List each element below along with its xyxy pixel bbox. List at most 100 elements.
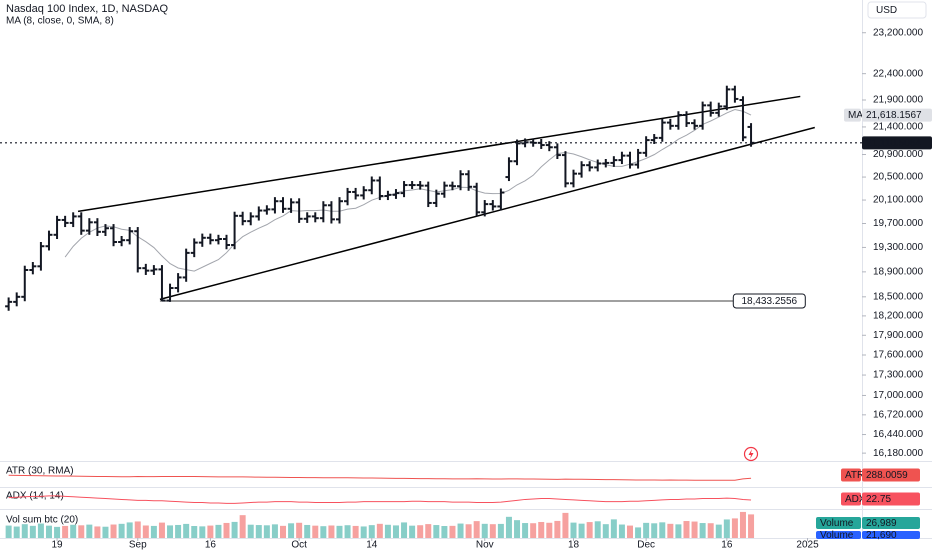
volume-bar — [207, 525, 214, 538]
ma-last-label: 21,618.1567 — [866, 110, 922, 121]
volume-bar — [683, 521, 690, 538]
ma-tag: MA — [848, 110, 863, 121]
volume-bar — [675, 524, 682, 538]
volume-bar — [578, 523, 585, 538]
alert-icon[interactable] — [743, 446, 759, 462]
y-tick-label: 17,900.000 — [873, 330, 923, 341]
y-tick-label: 20,500.000 — [873, 172, 923, 183]
volume-bar — [344, 525, 351, 538]
horizontal-line-label: 18,433.2556 — [741, 296, 797, 307]
volume-bar — [142, 525, 149, 538]
volume-bar — [239, 515, 246, 538]
x-tick-label: Dec — [637, 540, 655, 550]
moving-average — [64, 109, 752, 272]
volume-bar — [449, 525, 456, 538]
indicator-tag-box — [841, 468, 861, 482]
last-price-label-box — [862, 136, 932, 150]
y-tick-label: 23,200.000 — [873, 27, 923, 38]
volume-bar — [215, 524, 222, 538]
volume-bar — [368, 525, 375, 538]
volume-bar — [62, 525, 69, 538]
volume-bar — [263, 525, 270, 538]
volume-bar — [618, 524, 625, 538]
volume-bar — [296, 522, 303, 538]
volume-bar — [54, 526, 61, 538]
x-tick-label: Sep — [129, 540, 147, 550]
volume-last-label: 26,989 — [866, 518, 897, 529]
volume-bar — [691, 521, 698, 538]
indicator-line — [8, 474, 752, 481]
x-tick-label: 19 — [51, 540, 63, 550]
volume-bar — [29, 525, 36, 538]
volume-bar — [134, 521, 141, 538]
volume-bar — [602, 524, 609, 538]
volume-bar — [191, 526, 198, 538]
y-tick-label: 18,900.000 — [873, 267, 923, 278]
volume-tag-box — [816, 517, 861, 529]
volume-bar — [167, 525, 174, 538]
currency: USD — [876, 5, 897, 16]
volume-bar — [417, 525, 424, 538]
volume-bar — [425, 524, 432, 538]
volume-bar — [384, 524, 391, 538]
volume-bar — [530, 523, 537, 538]
volume-bar — [481, 523, 488, 538]
volume-bar — [643, 522, 650, 538]
y-tick-label: 22,400.000 — [873, 68, 923, 79]
currency-box[interactable] — [867, 1, 927, 19]
x-tick-label: 16 — [205, 540, 217, 550]
volume-bar — [231, 521, 238, 538]
x-tick-label: Oct — [291, 540, 307, 550]
y-tick-label: 20,900.000 — [873, 149, 923, 160]
volume-bar — [21, 524, 28, 538]
last-price-label: 21,110.5064 — [866, 138, 921, 149]
volume-ma-label: 21,690 — [866, 530, 897, 541]
volume-bar — [223, 522, 230, 538]
volume-bar — [320, 526, 327, 538]
volume-bar — [255, 525, 262, 538]
volume-bar — [271, 524, 278, 538]
y-tick-label: 17,600.000 — [873, 350, 923, 361]
volume-bar — [538, 521, 545, 538]
volume-bar — [707, 523, 714, 538]
volume-bar — [522, 523, 529, 538]
volume-tag: Volume — [820, 518, 854, 529]
volume-bar — [465, 524, 472, 538]
volume-bar — [473, 521, 480, 538]
volume-bar — [45, 525, 52, 538]
ma-tag-box — [844, 108, 861, 122]
y-tick-label: 21,900.000 — [873, 95, 923, 106]
horizontal-line-label-box — [732, 293, 806, 309]
volume-bar — [150, 525, 157, 538]
indicator-name: MA (8, close, 0, SMA, 8) — [6, 16, 114, 27]
y-tick-label: 19,700.000 — [873, 218, 923, 229]
y-tick-label: 19,300.000 — [873, 242, 923, 253]
volume-bar — [715, 524, 722, 538]
chart-title: Nasdaq 100 Index, 1D, NASDAQ — [6, 3, 168, 15]
y-tick-label: 17,300.000 — [873, 370, 923, 381]
volume-bar — [5, 525, 12, 538]
volume-bar — [651, 523, 658, 538]
y-tick-label: 21,400.000 — [873, 122, 923, 133]
volume-bar — [392, 525, 399, 538]
volume-last-label-box — [862, 517, 920, 529]
y-tick-label: 16,180.000 — [873, 448, 923, 459]
indicator-line — [8, 495, 752, 504]
indicator-last-value: 288.0059 — [866, 470, 908, 481]
volume-bar — [13, 526, 20, 538]
volume-bar — [562, 512, 569, 538]
volume-bar — [360, 526, 367, 538]
ma-last-label-box — [862, 108, 932, 122]
volume-bar — [514, 520, 521, 538]
indicator-tag: ATR — [845, 470, 864, 481]
y-tick-label: 18,500.000 — [873, 291, 923, 302]
volume-bar — [37, 523, 44, 538]
volume-bar — [304, 524, 311, 538]
indicator-last-value-box — [862, 468, 920, 482]
y-tick-label: 20,100.000 — [873, 195, 923, 206]
volume-bar — [699, 523, 706, 538]
volume-bar — [118, 523, 125, 538]
volume-bar — [489, 524, 496, 538]
indicator-last-value-box — [862, 492, 920, 506]
